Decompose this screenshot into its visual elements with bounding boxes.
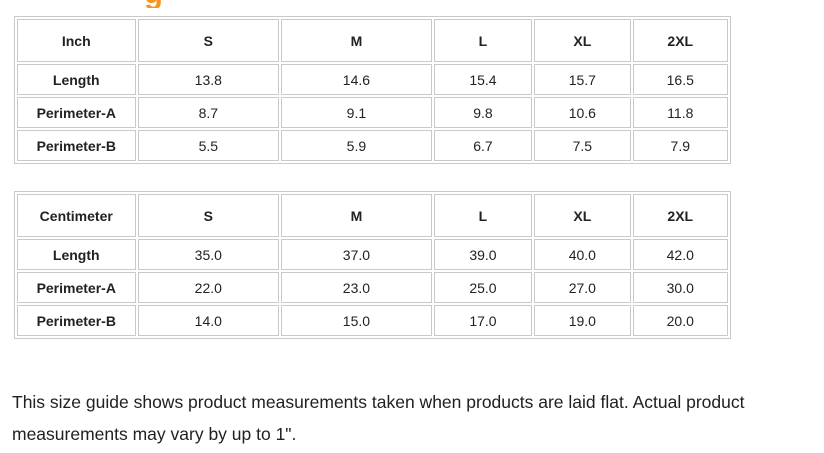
value-cell: 39.0 [433, 239, 533, 270]
size-table-inch: Inch S M L XL 2XL Length 13.8 14.6 15.4 15.7 16.5… [14, 16, 731, 164]
value-cell: 25.0 [433, 272, 533, 303]
size-header-cell: XL [534, 194, 631, 237]
value-cell: 9.1 [281, 97, 432, 128]
value-cell: 40.0 [534, 239, 631, 270]
size-header-cell: L [433, 194, 533, 237]
measurement-row: Perimeter-A 8.7 9.1 9.8 10.6 11.8 [17, 97, 728, 128]
size-header-cell: M [281, 19, 432, 62]
value-cell: 15.4 [433, 64, 533, 95]
row-label-cell: Perimeter-B [17, 305, 136, 336]
value-cell: 19.0 [534, 305, 631, 336]
size-table-header-row: Centimeter S M L XL 2XL [17, 194, 728, 237]
value-cell: 15.7 [534, 64, 631, 95]
size-table-header-row: Inch S M L XL 2XL [17, 19, 728, 62]
measurement-row: Length 35.0 37.0 39.0 40.0 42.0 [17, 239, 728, 270]
size-table-centimeter: Centimeter S M L XL 2XL Length 35.0 37.0 39.0 40… [14, 191, 731, 339]
value-cell: 17.0 [433, 305, 533, 336]
size-header-cell: XL [534, 19, 631, 62]
value-cell: 23.0 [281, 272, 432, 303]
value-cell: 20.0 [632, 305, 728, 336]
size-table-body: Length 13.8 14.6 15.4 15.7 16.5 Perimeter-A 8.7… [17, 64, 728, 161]
unit-header-cell: Centimeter [17, 194, 136, 237]
clipped-heading-fragment: g [144, 0, 163, 8]
size-header-cell: L [433, 19, 533, 62]
value-cell: 27.0 [534, 272, 631, 303]
row-label-cell: Length [17, 64, 136, 95]
value-cell: 15.0 [281, 305, 432, 336]
value-cell: 16.5 [632, 64, 728, 95]
value-cell: 6.7 [433, 130, 533, 161]
value-cell: 5.9 [281, 130, 432, 161]
value-cell: 8.7 [137, 97, 280, 128]
measurement-row: Perimeter-B 14.0 15.0 17.0 19.0 20.0 [17, 305, 728, 336]
value-cell: 42.0 [632, 239, 728, 270]
value-cell: 7.9 [632, 130, 728, 161]
size-header-cell: S [137, 19, 280, 62]
value-cell: 7.5 [534, 130, 631, 161]
size-header-cell: M [281, 194, 432, 237]
measurement-row: Perimeter-B 5.5 5.9 6.7 7.5 7.9 [17, 130, 728, 161]
row-label-cell: Length [17, 239, 136, 270]
unit-header-cell: Inch [17, 19, 136, 62]
value-cell: 14.0 [137, 305, 280, 336]
measurement-row: Perimeter-A 22.0 23.0 25.0 27.0 30.0 [17, 272, 728, 303]
value-cell: 30.0 [632, 272, 728, 303]
value-cell: 35.0 [137, 239, 280, 270]
value-cell: 5.5 [137, 130, 280, 161]
row-label-cell: Perimeter-B [17, 130, 136, 161]
size-guide-note: This size guide shows product measuremen… [12, 392, 745, 444]
row-label-cell: Perimeter-A [17, 97, 136, 128]
value-cell: 37.0 [281, 239, 432, 270]
value-cell: 14.6 [281, 64, 432, 95]
size-table-body: Length 35.0 37.0 39.0 40.0 42.0 Perimeter-A 22.… [17, 239, 728, 336]
row-label-cell: Perimeter-A [17, 272, 136, 303]
value-cell: 10.6 [534, 97, 631, 128]
size-header-cell: 2XL [632, 194, 728, 237]
size-header-cell: 2XL [632, 19, 728, 62]
size-header-cell: S [137, 194, 280, 237]
value-cell: 22.0 [137, 272, 280, 303]
value-cell: 9.8 [433, 97, 533, 128]
value-cell: 11.8 [632, 97, 728, 128]
measurement-row: Length 13.8 14.6 15.4 15.7 16.5 [17, 64, 728, 95]
value-cell: 13.8 [137, 64, 280, 95]
clipped-heading: g [0, 0, 824, 8]
